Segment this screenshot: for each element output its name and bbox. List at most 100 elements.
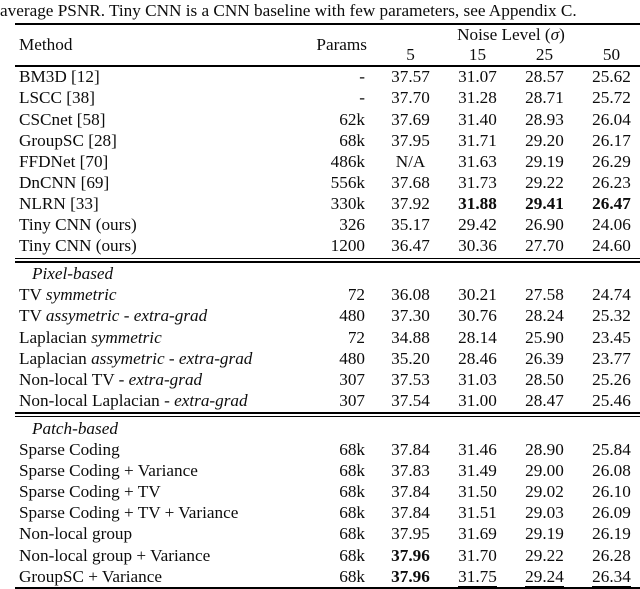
psnr-value-cell: 26.29	[592, 151, 631, 171]
table-caption: average PSNR. Tiny CNN is a CNN baseline…	[0, 1, 577, 20]
psnr-value-cell: 31.73	[458, 172, 497, 192]
params-cell: 480	[339, 306, 365, 326]
psnr-value-cell: 28.71	[525, 88, 564, 108]
method-cell: Sparse Coding + TV + Variance	[19, 503, 239, 523]
table-section-patch-based: Patch-based Sparse Coding 68k 37.84 31.46 28.…	[15, 418, 640, 587]
noise-level-label-close: )	[559, 25, 565, 45]
params-cell: -	[359, 67, 365, 87]
psnr-value-cell: 24.74	[592, 285, 631, 305]
psnr-value-cell: 29.00	[525, 461, 564, 481]
method-cell: Tiny CNN (ours)	[19, 215, 137, 234]
method-cell: Laplacian assymetric - extra-grad	[19, 348, 253, 368]
table-row: Non-local group 68k 37.95 31.69 29.19 26.19	[15, 524, 640, 545]
psnr-value-cell: N/A	[395, 151, 426, 171]
psnr-value-cell: 37.69	[391, 109, 430, 129]
params-cell: 1200	[330, 236, 365, 256]
psnr-value-cell: 37.57	[391, 67, 430, 87]
params-cell: 486k	[330, 151, 365, 171]
psnr-value-cell: 29.20	[525, 130, 564, 150]
method-cell: DnCNN [69]	[19, 172, 110, 192]
psnr-value-cell: 37.30	[391, 306, 430, 326]
psnr-value-cell: 29.41	[525, 193, 564, 213]
psnr-value-cell: 28.93	[525, 109, 564, 129]
psnr-value-cell: 30.36	[458, 236, 497, 256]
psnr-value-cell: 26.34	[592, 566, 631, 587]
psnr-value-cell: 31.00	[458, 390, 497, 410]
params-cell: 307	[339, 369, 365, 389]
psnr-value-cell: 37.53	[391, 369, 430, 389]
table-row: Laplacian symmetric 72 34.88 28.14 25.90 23.4…	[15, 327, 640, 348]
psnr-value-cell: 31.46	[458, 440, 497, 460]
method-cell: TV symmetric	[19, 285, 117, 305]
method-cell: Laplacian symmetric	[19, 327, 162, 347]
noise-level-column-header: 15	[468, 45, 487, 65]
table-row: Sparse Coding 68k 37.84 31.46 28.90 25.84	[15, 440, 640, 461]
psnr-value-cell: 31.49	[458, 461, 497, 481]
psnr-value-cell: 28.90	[525, 440, 564, 460]
table-row: Non-local group + Variance 68k 37.96 31.70 2…	[15, 545, 640, 566]
table-row: Tiny CNN (ours) 1200 36.47 30.36 27.70 24.60	[15, 236, 640, 257]
section-label-row: Patch-based	[15, 418, 640, 439]
psnr-value-cell: 30.76	[458, 306, 497, 326]
psnr-value-cell: 37.54	[391, 390, 430, 410]
psnr-value-cell: 34.88	[391, 327, 430, 347]
params-cell: 62k	[339, 109, 365, 129]
psnr-value-cell: 37.84	[391, 503, 430, 523]
psnr-value-cell: 28.57	[525, 67, 564, 87]
table-row: TV symmetric 72 36.08 30.21 27.58 24.74	[15, 285, 640, 306]
method-cell: NLRN [33]	[19, 193, 99, 213]
table-row: Tiny CNN (ours) 326 35.17 29.42 26.90 24.06	[15, 214, 640, 235]
psnr-value-cell: 23.77	[592, 348, 631, 368]
psnr-value-cell: 25.90	[525, 327, 564, 347]
noise-level-column-header: 25	[535, 45, 554, 65]
method-cell: BM3D [12]	[19, 67, 100, 87]
table-row: Sparse Coding + Variance 68k 37.83 31.49 29.…	[15, 461, 640, 482]
table-row: CSCnet [58] 62k 37.69 31.40 28.93 26.04	[15, 109, 640, 130]
method-cell: Non-local group + Variance	[19, 545, 211, 565]
psnr-value-cell: 29.24	[525, 566, 564, 587]
params-cell: 68k	[339, 545, 365, 565]
psnr-value-cell: 29.22	[525, 172, 564, 192]
method-cell: FFDNet [70]	[19, 151, 109, 171]
column-header-method: Method	[19, 35, 73, 55]
table-row: Laplacian assymetric - extra-grad 480 35.2…	[15, 348, 640, 369]
psnr-value-cell: 37.95	[391, 130, 430, 150]
psnr-value-cell: 26.09	[592, 503, 631, 523]
psnr-value-cell: 25.84	[592, 440, 631, 460]
psnr-value-cell: 36.08	[391, 285, 430, 305]
psnr-value-cell: 28.14	[458, 327, 497, 347]
table-row: NLRN [33] 330k 37.92 31.88 29.41 26.47	[15, 193, 640, 214]
noise-level-column-header: 5	[406, 45, 415, 65]
section-divider	[15, 257, 640, 264]
sigma-symbol: σ	[550, 25, 560, 45]
params-cell: 556k	[330, 172, 365, 192]
table-row: Non-local Laplacian - extra-grad 307 37.54…	[15, 390, 640, 411]
table-header: Method Params Noise Level (σ) 5 15 25 50	[15, 25, 640, 65]
psnr-value-cell: 29.19	[525, 151, 564, 171]
noise-level-column-header: 50	[602, 45, 621, 65]
psnr-value-cell: 26.47	[592, 193, 631, 213]
params-cell: 72	[347, 327, 365, 347]
psnr-value-cell: 31.28	[458, 88, 497, 108]
psnr-value-cell: 29.02	[525, 482, 564, 502]
psnr-value-cell: 26.28	[592, 545, 631, 565]
psnr-value-cell: 26.19	[592, 524, 631, 544]
psnr-value-cell: 31.50	[458, 482, 497, 502]
params-cell: 68k	[339, 482, 365, 502]
table-row: GroupSC + Variance 68k 37.96 31.75 29.24 26.3…	[15, 566, 640, 587]
noise-level-group-header: Noise Level (σ)	[377, 25, 640, 45]
psnr-value-cell: 37.70	[391, 88, 430, 108]
table-row: Non-local TV - extra-grad 307 37.53 31.03 28…	[15, 369, 640, 390]
noise-level-headers: 5 15 25 50	[377, 45, 640, 65]
noise-level-label: Noise Level (	[457, 25, 551, 45]
psnr-value-cell: 25.62	[592, 67, 631, 87]
psnr-value-cell: 25.32	[592, 306, 631, 326]
psnr-value-cell: 35.20	[391, 348, 430, 368]
psnr-value-cell: 35.17	[391, 215, 430, 234]
psnr-value-cell: 26.08	[592, 461, 631, 481]
psnr-value-cell: 31.40	[458, 109, 497, 129]
psnr-value-cell: 36.47	[391, 236, 430, 256]
params-cell: 330k	[330, 193, 365, 213]
psnr-value-cell: 37.96	[391, 566, 430, 586]
psnr-value-cell: 27.58	[525, 285, 564, 305]
